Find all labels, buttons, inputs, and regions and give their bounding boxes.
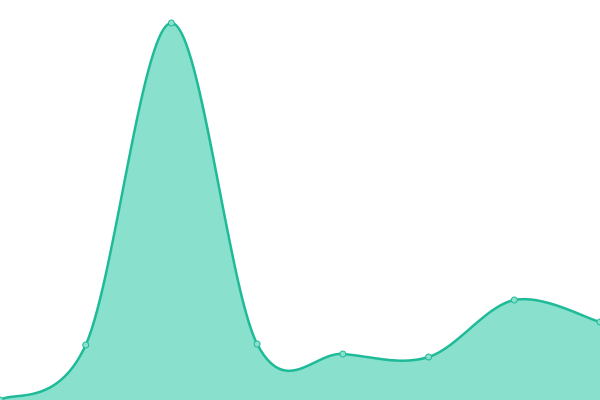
point (167, 19, 175, 27)
point (510, 296, 518, 304)
point (0, 396, 4, 400)
point (82, 341, 90, 349)
line (0, 21, 600, 400)
area (0, 23, 600, 400)
point (339, 350, 347, 358)
point (253, 340, 261, 348)
point (425, 353, 433, 361)
point (596, 318, 600, 326)
